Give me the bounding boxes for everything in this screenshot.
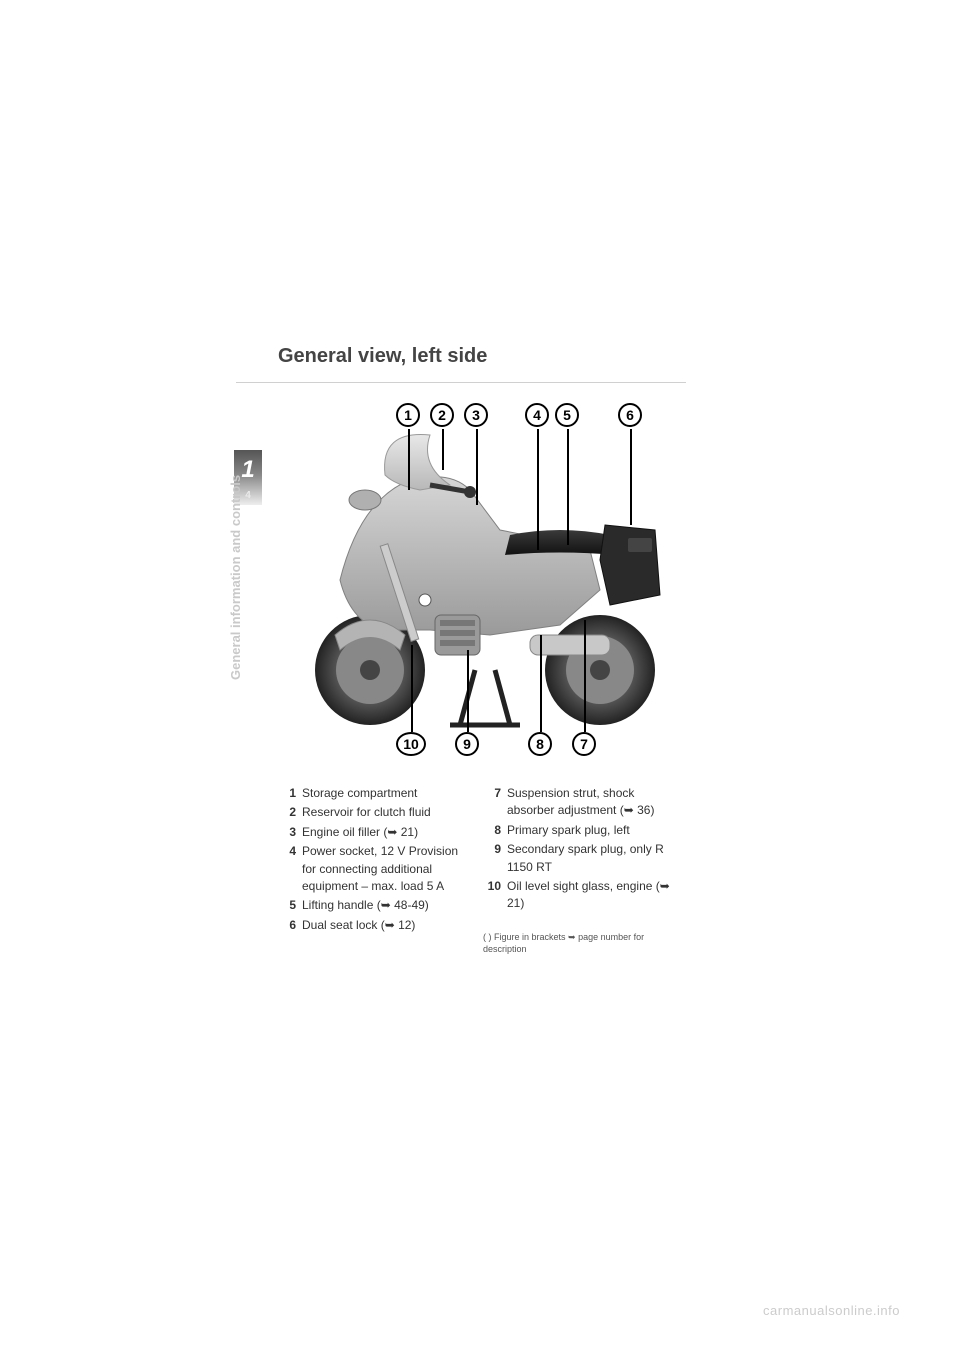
leader-10 [411,645,413,732]
leader-3 [476,429,478,505]
legend-item-number: 4 [278,843,296,895]
callout-4: 4 [525,403,549,427]
leader-9 [467,650,469,732]
legend-item-number: 10 [483,878,501,913]
legend-item-text: Suspension strut, shock absorber adjustm… [507,785,678,820]
legend-item-number: 6 [278,917,296,934]
legend-footnote: ( ) Figure in brackets ➥ page number for… [483,931,678,956]
legend-item-1: 1 Storage compartment [278,785,473,802]
legend-item-number: 7 [483,785,501,820]
legend-item-number: 2 [278,804,296,821]
legend-item-number: 1 [278,785,296,802]
leader-2 [442,429,444,470]
legend-item-text: Secondary spark plug, only R 1150 RT [507,841,678,876]
legend-item-text: Power socket, 12 V Provision for connect… [302,843,473,895]
chapter-number: 1 [241,456,254,484]
legend-item-3: 3 Engine oil filler (➥ 21) [278,824,473,841]
callout-9: 9 [455,732,479,756]
legend-item-text: Storage compartment [302,785,417,802]
page-title: General view, left side [278,345,487,368]
legend-item-number: 5 [278,897,296,914]
legend-item-7: 7Suspension strut, shock absorber adjust… [483,785,678,820]
leader-5 [567,429,569,545]
motorcycle-illustration [300,430,670,735]
leader-4 [537,429,539,550]
leader-6 [630,429,632,525]
legend-col-right: 7Suspension strut, shock absorber adjust… [483,785,688,956]
legend-item-number: 3 [278,824,296,841]
leader-1 [408,429,410,490]
figure-general-view-left: 123 45 6 10 9 87 [280,395,690,765]
legend-item-10: 10Oil level sight glass, engine (➥ 21) [483,878,678,913]
legend-item-text: Primary spark plug, left [507,822,630,839]
leader-8 [540,635,542,732]
callout-6: 6 [618,403,642,427]
legend-item-number: 8 [483,822,501,839]
legend-item-text: Oil level sight glass, engine (➥ 21) [507,878,678,913]
callout-8: 8 [528,732,552,756]
legend-col-left: 1 Storage compartment 2 Reservoir for clutc… [278,785,483,956]
source-watermark: carmanualsonline.info [763,1303,900,1318]
legend-item-5: 5 Lifting handle (➥ 48-49) [278,897,473,914]
legend-item-text: Dual seat lock (➥ 12) [302,917,415,934]
legend-item-6: 6 Dual seat lock (➥ 12) [278,917,473,934]
callout-3: 3 [464,403,488,427]
legend-item-4: 4Power socket, 12 V Provision for connec… [278,843,473,895]
title-rule [236,382,686,383]
legend-item-2: 2 Reservoir for clutch fluid [278,804,473,821]
callout-10: 10 [396,732,426,756]
legend-item-text: Lifting handle (➥ 48-49) [302,897,429,914]
leader-7 [584,620,586,732]
legend-item-number: 9 [483,841,501,876]
callout-2: 2 [430,403,454,427]
legend-item-9: 9Secondary spark plug, only R 1150 RT [483,841,678,876]
callout-7: 7 [572,732,596,756]
sidebar-section-label: General information and controls [228,475,243,680]
legend-item-text: Engine oil filler (➥ 21) [302,824,418,841]
figure-legend: 1 Storage compartment 2 Reservoir for clutc… [278,785,688,956]
callout-1: 1 [396,403,420,427]
callout-5: 5 [555,403,579,427]
legend-item-text: Reservoir for clutch fluid [302,804,431,821]
legend-item-8: 8 Primary spark plug, left [483,822,678,839]
